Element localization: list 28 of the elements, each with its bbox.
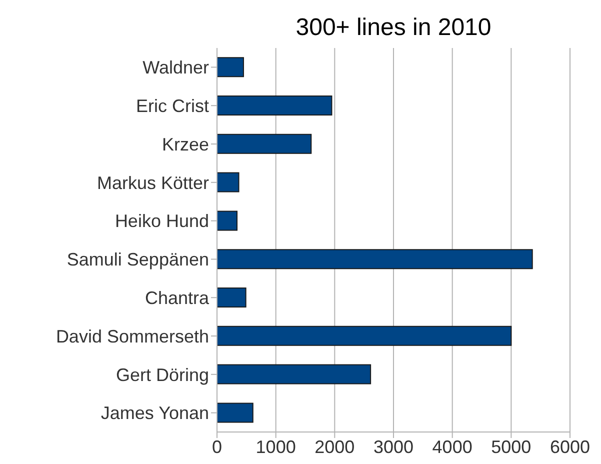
x-tick-label: 5000 (491, 436, 532, 457)
y-tick-label: Samuli Seppänen (66, 250, 209, 270)
chart-title: 300+ lines in 2010 (294, 14, 492, 42)
x-tick-label: 4000 (432, 436, 472, 457)
bar (217, 210, 238, 231)
y-tick-label: James Yonan (100, 403, 209, 424)
x-tick-label: 3000 (373, 436, 414, 457)
bar (217, 96, 332, 116)
bar (217, 364, 372, 384)
y-tick-label: Waldner (142, 58, 210, 78)
bar (217, 249, 533, 270)
x-tick-label: 6000 (550, 436, 590, 457)
x-tick-label: 1000 (256, 436, 296, 457)
y-tick-label: Eric Crist (136, 96, 209, 116)
x-tick-label: 0 (212, 436, 222, 457)
y-tick-label: Heiko Hund (114, 211, 209, 232)
bar (217, 172, 240, 192)
x-tick-label: 2000 (314, 436, 355, 457)
y-tick-label: David Sommerseth (56, 326, 209, 346)
bar (217, 57, 244, 78)
bar (217, 326, 512, 346)
y-tick-label: Chantra (144, 288, 210, 308)
y-tick-label: Krzee (162, 134, 209, 154)
y-tick-label: Markus Kötter (96, 172, 209, 193)
bar (217, 288, 246, 308)
bar (217, 402, 254, 423)
bar (217, 134, 312, 154)
y-tick-label: Gert Döring (116, 364, 209, 385)
